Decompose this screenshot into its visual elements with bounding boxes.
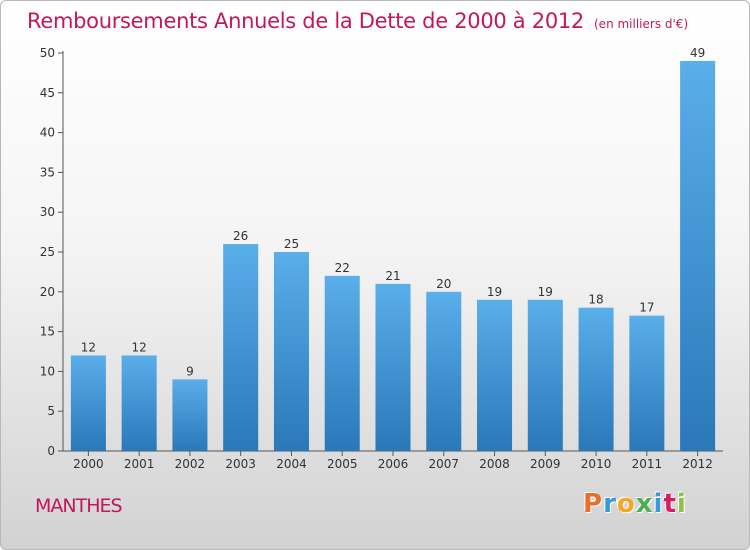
bar-2001	[121, 355, 157, 451]
bar-2003	[223, 244, 259, 451]
x-tick-label: 2002	[175, 457, 206, 471]
bar-2012	[680, 60, 716, 452]
logo-letter: r	[603, 489, 617, 519]
bar-value-label: 25	[284, 237, 299, 251]
y-tick-label: 30	[40, 205, 55, 219]
logo-letter: i	[676, 489, 687, 519]
y-tick-label: 25	[40, 245, 55, 259]
bar-value-label: 19	[487, 285, 502, 299]
bar-value-label: 17	[639, 301, 654, 315]
x-tick-label: 2005	[327, 457, 358, 471]
bar-value-label: 19	[538, 285, 553, 299]
bar-2004	[273, 252, 309, 451]
bar-2011	[629, 315, 665, 451]
bar-2007	[426, 291, 462, 451]
y-tick-label: 15	[40, 325, 55, 339]
x-tick-label: 2004	[276, 457, 307, 471]
x-tick-label: 2006	[378, 457, 409, 471]
y-tick-label: 20	[40, 285, 55, 299]
bar-2002	[172, 379, 208, 451]
x-tick-label: 2008	[479, 457, 510, 471]
chart-subtitle: (en milliers d'€)	[594, 17, 689, 31]
bar-value-label: 20	[436, 277, 451, 291]
bar-2006	[375, 283, 411, 451]
bar-value-label: 49	[690, 46, 705, 60]
x-tick-label: 2011	[632, 457, 663, 471]
bar-value-label: 21	[385, 269, 400, 283]
x-tick-label: 2009	[530, 457, 561, 471]
y-tick-label: 0	[47, 444, 55, 458]
bar-value-label: 9	[186, 364, 194, 378]
commune-name: MANTHES	[35, 495, 123, 517]
x-tick-label: 2010	[581, 457, 612, 471]
x-tick-label: 2012	[682, 457, 713, 471]
bar-value-label: 12	[132, 340, 147, 354]
bar-2005	[324, 275, 360, 451]
bar-2000	[70, 355, 106, 451]
bar-2010	[578, 307, 614, 451]
logo-letter: i	[653, 489, 664, 519]
y-tick-label: 40	[40, 126, 55, 140]
proxiti-logo: Proxiti	[583, 489, 687, 519]
x-tick-label: 2003	[225, 457, 256, 471]
logo-letter: o	[616, 489, 636, 519]
bar-2008	[477, 299, 513, 451]
bar-value-label: 22	[335, 261, 350, 275]
y-tick-label: 35	[40, 165, 55, 179]
bar-2009	[527, 299, 563, 451]
bar-value-label: 18	[588, 293, 603, 307]
x-tick-label: 2001	[124, 457, 155, 471]
y-tick-label: 50	[40, 46, 55, 60]
y-tick-label: 45	[40, 86, 55, 100]
x-tick-label: 2007	[428, 457, 459, 471]
y-tick-label: 5	[47, 404, 55, 418]
x-tick-label: 2000	[73, 457, 104, 471]
logo-letter: t	[663, 489, 677, 519]
title-text: Remboursements Annuels de la Dette de 20…	[27, 9, 584, 33]
logo-letter: x	[635, 489, 654, 519]
y-tick-label: 10	[40, 364, 55, 378]
bar-value-label: 26	[233, 229, 248, 243]
bar-value-label: 12	[81, 340, 96, 354]
logo-letter: P	[583, 489, 604, 519]
chart-title: Remboursements Annuels de la Dette de 20…	[27, 9, 688, 33]
